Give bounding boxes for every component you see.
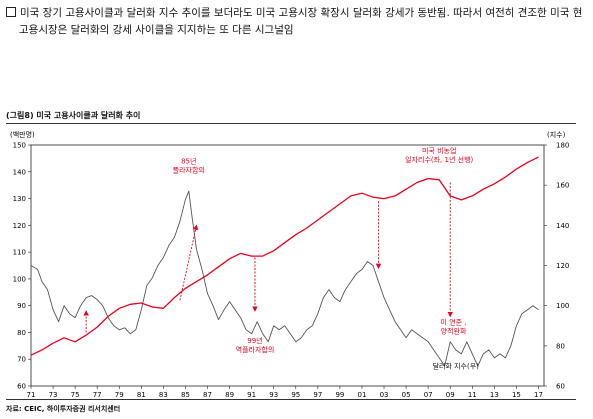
source-rule (6, 399, 576, 400)
employment-series-line (30, 156, 539, 356)
left-tick-label: 60 (17, 383, 26, 391)
right-tick-label: 60 (556, 383, 565, 391)
x-tick-label: 13 (490, 391, 499, 399)
right-tick-label: 160 (556, 182, 569, 190)
x-tick-label: 09 (446, 391, 455, 399)
plot-frame (30, 144, 545, 387)
annotation-line: 일자리수(좌, 1년 선행) (405, 155, 473, 164)
x-tick-label: 89 (225, 391, 234, 399)
left-tick-label: 70 (17, 356, 26, 364)
x-tick-label: 03 (380, 391, 389, 399)
chart-annotation: 99년 역플라자합의 (236, 336, 275, 354)
headline-text-1: 미국 장기 고용사이클과 달러화 지수 추이를 보더라도 미국 고용시장 확장시… (20, 7, 583, 19)
x-tick-label: 87 (203, 391, 212, 399)
x-tick-label: 07 (424, 391, 433, 399)
x-tick-label: 99 (335, 391, 344, 399)
left-tick-label: 90 (17, 302, 26, 310)
annotation-line: 플라자합의 (173, 166, 205, 175)
right-axis: 60 80 100 120 140 160 180 (544, 142, 569, 391)
left-tick-label: 80 (17, 329, 26, 337)
source-note: 자료: CEIC, 하이투자증권 리서치센터 (6, 405, 121, 413)
annotation-line: 역플라자합의 (236, 345, 275, 354)
left-tick-label: 150 (13, 142, 26, 150)
x-tick-label: 71 (27, 391, 36, 399)
right-tick-label: 80 (556, 342, 565, 350)
dollar-index-series-line (30, 190, 539, 367)
right-tick-label: 100 (556, 302, 569, 310)
x-tick-label: 85 (181, 391, 190, 399)
figure-title: (그림8) 미국 고용사이클과 달러화 추이 (6, 111, 141, 120)
figure-title-rule (6, 123, 576, 124)
x-tick-label: 81 (137, 391, 146, 399)
annotation-line: 85년 (181, 157, 196, 166)
left-tick-label: 140 (13, 168, 26, 176)
x-tick-label: 93 (269, 391, 278, 399)
annotation-layer: 85년 플라자합의 99년 역플라자합의 미국 비농업 일자리수(좌, 1년 선행) 미 연… (173, 146, 480, 371)
annotation-line: 양적완화 (441, 326, 467, 335)
x-tick-label: 75 (71, 391, 80, 399)
annotation-line: 미 연준 , (441, 317, 467, 326)
left-tick-label: 120 (13, 222, 26, 230)
annotation-line: 미국 비농업 (422, 146, 456, 155)
x-tick-label: 95 (291, 391, 300, 399)
x-tick-label: 01 (358, 391, 367, 399)
headline-line-1: 미국 장기 고용사이클과 달러화 지수 추이를 보더라도 미국 고용시장 확장시… (6, 5, 590, 22)
headline: 미국 장기 고용사이클과 달러화 지수 추이를 보더라도 미국 고용시장 확장시… (6, 5, 590, 39)
x-tick-label: 05 (402, 391, 411, 399)
chart-annotation: 달러화 지수(우) (433, 362, 480, 371)
chart-annotation: 85년 플라자합의 (173, 157, 205, 175)
left-axis: 60 70 80 90 100 110 120 130 140 150 (13, 142, 31, 391)
annotation-line: 99년 (247, 336, 262, 345)
x-tick-label: 83 (159, 391, 168, 399)
chart-annotation: 미국 비농업 일자리수(좌, 1년 선행) (405, 146, 473, 164)
x-tick-label: 77 (93, 391, 102, 399)
left-tick-label: 110 (13, 249, 26, 257)
x-tick-label: 97 (313, 391, 322, 399)
headline-line-2: 고용시장은 달러화의 강세 사이클을 지지하는 또 다른 시그널임 (19, 24, 294, 36)
annotation-line: 달러화 지수(우) (433, 362, 480, 371)
x-tick-label: 15 (512, 391, 521, 399)
left-tick-label: 100 (13, 275, 26, 283)
x-axis: 71 73 75 77 79 81 83 85 87 89 91 93 95 97 99 01 03 05 07 09… (27, 386, 543, 399)
arrow-layer (83, 182, 453, 333)
bullet-box (6, 7, 16, 17)
right-tick-label: 180 (556, 142, 569, 150)
series-layer (30, 156, 539, 367)
right-tick-label: 140 (556, 222, 569, 230)
x-tick-label: 91 (247, 391, 256, 399)
left-axis-unit: (백만명) (10, 130, 35, 139)
left-tick-label: 130 (13, 195, 26, 203)
x-tick-label: 73 (49, 391, 58, 399)
annotation-arrow (179, 224, 199, 301)
right-tick-label: 120 (556, 262, 569, 270)
x-tick-label: 11 (468, 391, 477, 399)
chart-annotation: 미 연준 , 양적완화 (441, 317, 467, 335)
x-tick-label: 79 (115, 391, 124, 399)
right-axis-unit: (지수) (547, 130, 566, 139)
x-tick-label: 17 (534, 391, 543, 399)
